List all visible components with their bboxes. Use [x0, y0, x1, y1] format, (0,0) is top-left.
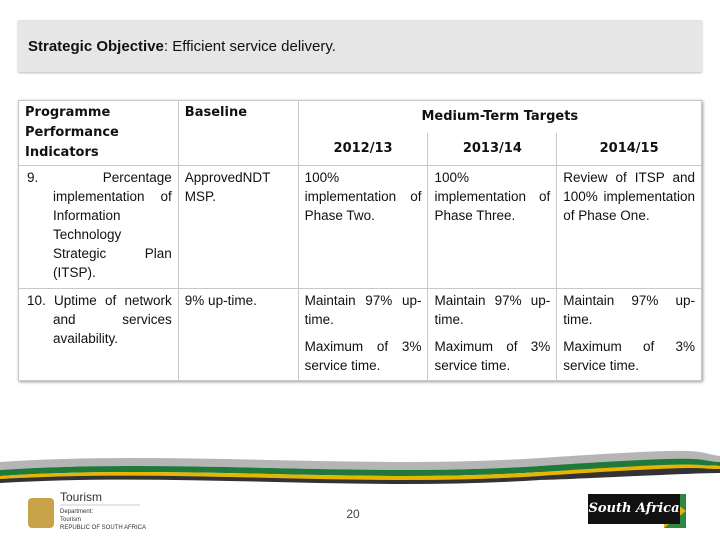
- coat-of-arms: [28, 498, 54, 528]
- target-cell: 100% implementation of Phase Two.: [297, 165, 429, 289]
- header-cell: Programme Performance Indicators: [18, 100, 179, 166]
- year-cell: 2014/15: [556, 133, 702, 166]
- target-cell: Maintain 97% up-time.: [556, 288, 702, 335]
- target-cell: 100% implementation of Phase Three.: [427, 165, 558, 289]
- target-cell: Maximum of 3% service time.: [297, 334, 429, 381]
- year-cell: 2012/13: [297, 133, 429, 166]
- logo-text: REPUBLIC OF SOUTH AFRICA: [60, 525, 147, 531]
- year-row: 2012/13 2013/14 2014/15: [19, 133, 702, 166]
- row: 10. Uptime of network and services avail…: [18, 288, 702, 381]
- row: Maximum of 3% service time. Maximum of 3…: [19, 334, 702, 381]
- header-cell: Medium-Term Targets: [297, 100, 703, 133]
- page-number: 20: [346, 507, 360, 521]
- header-cell: Baseline: [177, 100, 299, 166]
- stripe: [0, 467, 720, 484]
- indicator-cell: 10. Uptime of network and services avail…: [18, 288, 179, 381]
- objective-banner: Strategic Objective: Efficient service d…: [18, 20, 702, 72]
- header-row: Programme Performance Indicators Baselin…: [18, 100, 703, 166]
- south-africa-logo: South Africa: [588, 494, 680, 524]
- baseline-cell: 9% up-time.: [177, 288, 299, 381]
- target-cell: Maximum of 3% service time.: [556, 334, 702, 381]
- row: 9. Percentage implementation of Informat…: [18, 165, 702, 289]
- logo-text: Department:: [60, 509, 94, 515]
- objective-value: : Efficient service delivery.: [163, 38, 336, 55]
- target-cell: Review of ITSP and 100% implementation o…: [556, 165, 702, 289]
- target-cell: Maintain 97% up-time.: [427, 288, 558, 335]
- targets-table: Programme Performance Indicators Baselin…: [18, 100, 703, 381]
- objective-label: Strategic Objective: [28, 38, 164, 55]
- objective-text: Strategic Objective: Efficient service d…: [28, 38, 336, 55]
- target-cell: Maximum of 3% service time.: [427, 334, 558, 381]
- target-cell: Maintain 97% up-time.: [297, 288, 429, 335]
- stripe: [0, 464, 720, 480]
- indicator-cell: 9. Percentage implementation of Informat…: [18, 165, 179, 289]
- baseline-cell: ApprovedNDT MSP.: [177, 165, 299, 289]
- tourism-logo: Tourism Department: Tourism REPUBLIC OF …: [60, 490, 147, 532]
- logo-text: Tourism: [60, 517, 82, 523]
- year-cell: 2013/14: [427, 133, 558, 166]
- stripe: [0, 458, 720, 476]
- stripe: [0, 450, 720, 470]
- logo-text: Tourism: [60, 490, 103, 504]
